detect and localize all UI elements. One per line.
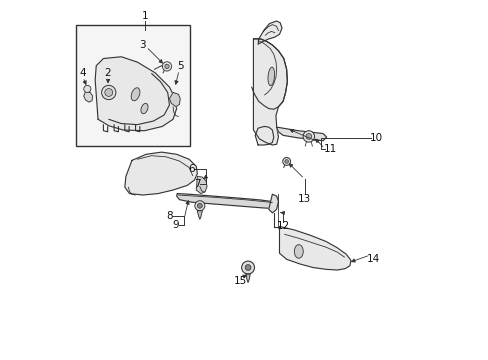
- Ellipse shape: [141, 103, 148, 114]
- Text: 1: 1: [142, 11, 148, 21]
- Polygon shape: [245, 274, 250, 283]
- Polygon shape: [255, 126, 273, 145]
- Text: 3: 3: [139, 40, 146, 50]
- Circle shape: [241, 261, 254, 274]
- Text: 6: 6: [188, 164, 195, 174]
- Ellipse shape: [131, 88, 140, 101]
- Text: 13: 13: [297, 194, 310, 203]
- Text: 2: 2: [104, 68, 111, 78]
- Ellipse shape: [294, 245, 303, 258]
- Circle shape: [244, 265, 250, 270]
- Circle shape: [305, 134, 311, 139]
- Polygon shape: [276, 127, 326, 141]
- Circle shape: [164, 64, 169, 68]
- Polygon shape: [176, 194, 276, 208]
- Polygon shape: [95, 57, 176, 131]
- Text: 9: 9: [172, 220, 179, 230]
- Circle shape: [83, 85, 91, 93]
- Polygon shape: [196, 176, 206, 194]
- Circle shape: [194, 201, 204, 211]
- Text: 7: 7: [194, 179, 200, 189]
- Text: 10: 10: [369, 133, 383, 143]
- Circle shape: [102, 85, 116, 100]
- Polygon shape: [279, 226, 350, 270]
- Text: 15: 15: [233, 276, 246, 286]
- Polygon shape: [253, 39, 287, 145]
- Polygon shape: [83, 91, 93, 102]
- Text: 8: 8: [166, 211, 172, 221]
- Circle shape: [104, 89, 112, 96]
- Text: 12: 12: [276, 221, 289, 231]
- Circle shape: [285, 159, 288, 163]
- Polygon shape: [268, 194, 278, 213]
- Text: 11: 11: [323, 144, 336, 154]
- Circle shape: [282, 157, 290, 165]
- Polygon shape: [258, 21, 282, 44]
- Circle shape: [197, 203, 202, 208]
- Bar: [76, 24, 190, 146]
- Polygon shape: [197, 211, 202, 219]
- Ellipse shape: [267, 67, 274, 86]
- Polygon shape: [169, 93, 180, 107]
- Text: 5: 5: [177, 61, 184, 71]
- Text: 4: 4: [80, 68, 86, 78]
- Polygon shape: [124, 152, 197, 195]
- Circle shape: [303, 131, 314, 142]
- Circle shape: [162, 62, 171, 71]
- Text: 14: 14: [366, 253, 380, 264]
